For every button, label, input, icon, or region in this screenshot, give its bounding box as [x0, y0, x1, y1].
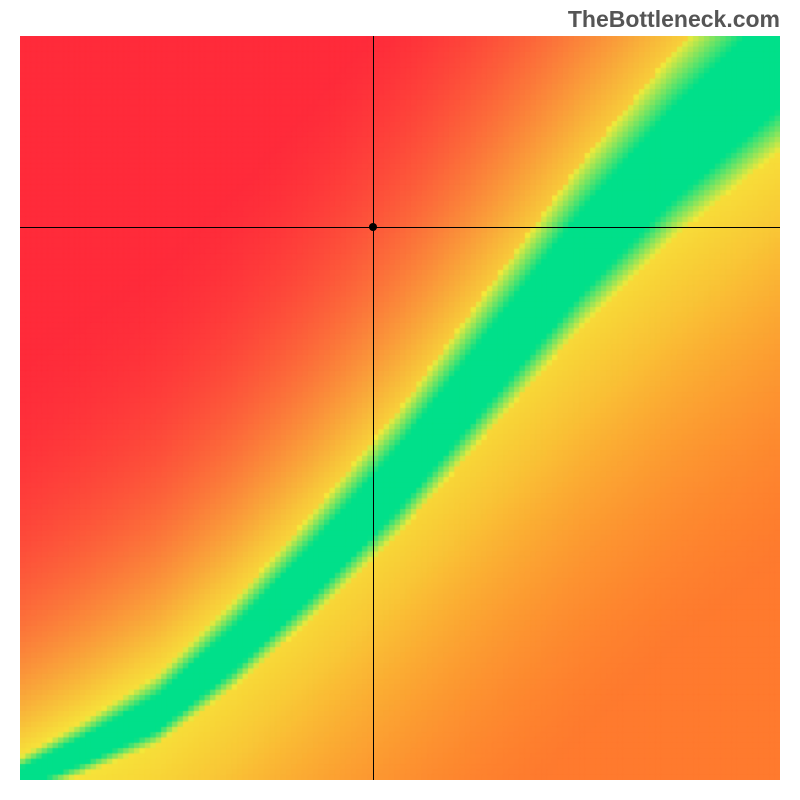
- crosshair-vertical: [373, 36, 374, 780]
- crosshair-marker: [369, 223, 377, 231]
- heatmap-canvas: [20, 36, 780, 780]
- crosshair-horizontal: [20, 227, 780, 228]
- watermark-text: TheBottleneck.com: [568, 6, 780, 33]
- heatmap-chart: [20, 36, 780, 780]
- root-container: TheBottleneck.com: [0, 0, 800, 800]
